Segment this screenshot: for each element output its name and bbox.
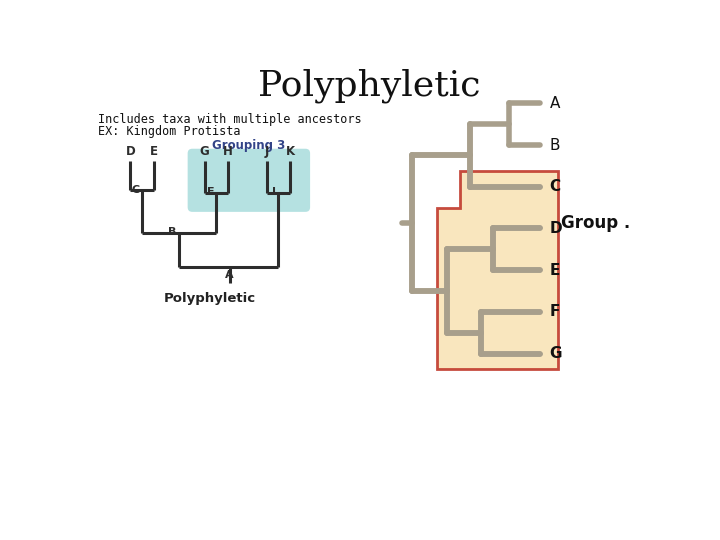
Text: D: D: [549, 221, 562, 236]
Text: Polyphyletic: Polyphyletic: [258, 69, 480, 103]
Text: Includes taxa with multiple ancestors: Includes taxa with multiple ancestors: [98, 112, 361, 125]
Text: F: F: [207, 187, 214, 197]
Text: H: H: [223, 145, 233, 158]
Text: E: E: [549, 262, 560, 278]
Text: G: G: [549, 346, 562, 361]
Text: B: B: [168, 227, 177, 237]
Text: Grouping 3: Grouping 3: [212, 139, 286, 152]
FancyBboxPatch shape: [188, 148, 310, 212]
Text: A: A: [549, 96, 560, 111]
Text: Group .: Group .: [561, 214, 631, 232]
Text: I: I: [272, 187, 276, 197]
Text: G: G: [200, 145, 210, 158]
Text: K: K: [285, 145, 294, 158]
Text: D: D: [125, 145, 135, 158]
Text: B: B: [549, 138, 560, 152]
Text: C: C: [549, 179, 561, 194]
Polygon shape: [437, 171, 558, 369]
Text: C: C: [132, 185, 140, 194]
Text: J: J: [264, 145, 269, 158]
Text: F: F: [549, 305, 560, 319]
Text: EX: Kingdom Protista: EX: Kingdom Protista: [98, 125, 240, 138]
Text: A: A: [225, 269, 234, 280]
Text: Polyphyletic: Polyphyletic: [164, 292, 256, 305]
Text: E: E: [150, 145, 158, 158]
